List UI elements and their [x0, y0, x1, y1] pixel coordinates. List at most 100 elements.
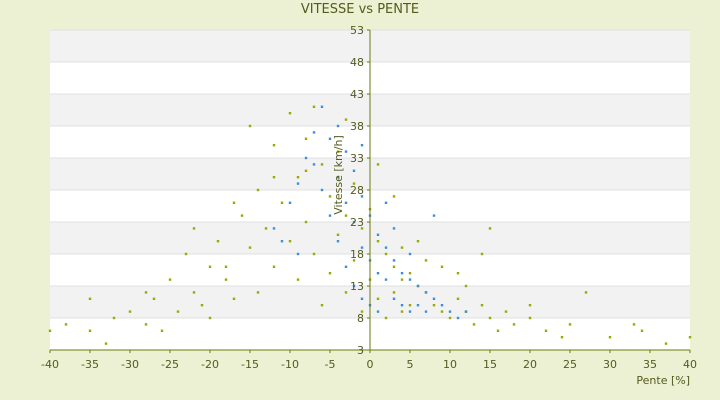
data-point	[408, 272, 412, 275]
data-point	[384, 316, 388, 320]
data-point	[344, 291, 348, 294]
x-tick-label: -15	[241, 358, 259, 371]
data-point	[360, 195, 364, 198]
data-point	[488, 316, 492, 320]
data-point	[88, 297, 92, 300]
data-point	[160, 329, 164, 332]
y-tick-label: 48	[350, 56, 364, 69]
data-point	[288, 240, 292, 243]
data-point	[400, 304, 404, 307]
x-tick-label: 40	[683, 358, 697, 371]
y-tick-label: 38	[350, 120, 364, 133]
x-tick-label: 35	[643, 358, 657, 371]
y-tick-label: 23	[350, 216, 364, 229]
data-point	[344, 265, 348, 268]
data-point	[200, 304, 204, 307]
data-point	[392, 227, 396, 230]
data-point	[632, 323, 636, 326]
data-point	[488, 227, 492, 230]
y-tick-label: 43	[350, 88, 364, 101]
data-point	[312, 163, 316, 166]
data-point	[272, 265, 276, 268]
data-point	[192, 227, 196, 230]
data-point	[584, 291, 588, 294]
data-point	[384, 278, 388, 281]
data-point	[456, 316, 460, 320]
y-tick-label: 13	[350, 280, 364, 293]
data-point	[448, 310, 452, 313]
x-tick-label: 30	[603, 358, 617, 371]
data-point	[352, 182, 356, 185]
x-tick-label: -20	[201, 358, 219, 371]
y-tick-label: 53	[350, 24, 364, 37]
data-point	[416, 304, 420, 307]
data-point	[528, 316, 532, 320]
data-point	[256, 188, 260, 192]
data-point	[304, 137, 308, 140]
data-point	[440, 304, 444, 307]
x-tick-label: -30	[121, 358, 139, 371]
data-point	[496, 329, 500, 332]
data-point	[344, 150, 348, 153]
data-point	[424, 291, 428, 294]
data-point	[360, 227, 364, 230]
data-point	[440, 310, 444, 313]
data-point	[360, 246, 364, 249]
data-point	[416, 284, 420, 288]
data-point	[376, 240, 380, 243]
x-tick-label: 10	[443, 358, 457, 371]
data-point	[320, 163, 324, 166]
data-point	[456, 297, 460, 300]
data-point	[128, 310, 132, 313]
data-point	[504, 310, 508, 313]
data-point	[328, 214, 332, 217]
data-point	[440, 265, 444, 268]
data-point	[400, 246, 404, 249]
data-point	[336, 240, 340, 243]
data-point	[336, 176, 340, 179]
data-point	[608, 336, 612, 339]
data-point	[312, 105, 316, 108]
data-point	[104, 342, 108, 345]
data-point	[232, 201, 236, 204]
data-point	[568, 323, 572, 326]
data-point	[264, 227, 268, 230]
data-point	[392, 195, 396, 198]
data-point	[480, 252, 484, 256]
data-point	[296, 182, 300, 185]
data-point	[240, 214, 244, 217]
x-axis-label: Pente [%]	[636, 374, 690, 387]
data-point	[408, 252, 412, 256]
data-point	[432, 297, 436, 300]
data-point	[400, 272, 404, 275]
data-point	[384, 252, 388, 256]
data-point	[304, 156, 308, 160]
data-point	[152, 297, 156, 300]
data-point	[416, 240, 420, 243]
data-point	[464, 310, 468, 313]
data-point	[544, 329, 548, 332]
data-point	[288, 201, 292, 204]
data-point	[224, 278, 228, 281]
data-point	[376, 310, 380, 313]
data-point	[272, 144, 276, 147]
data-point	[376, 297, 380, 300]
data-point	[456, 272, 460, 275]
data-point	[432, 304, 436, 307]
data-point	[280, 201, 284, 204]
data-point	[432, 214, 436, 217]
data-point	[88, 329, 92, 332]
data-point	[336, 124, 340, 128]
x-tick-label: 5	[407, 358, 414, 371]
data-point	[408, 304, 412, 307]
data-point	[560, 336, 564, 339]
data-point	[320, 105, 324, 108]
data-point	[256, 291, 260, 294]
data-point	[480, 304, 484, 307]
y-tick-label: 33	[350, 152, 364, 165]
data-point	[400, 310, 404, 313]
data-point	[336, 150, 340, 153]
data-point	[48, 329, 52, 332]
